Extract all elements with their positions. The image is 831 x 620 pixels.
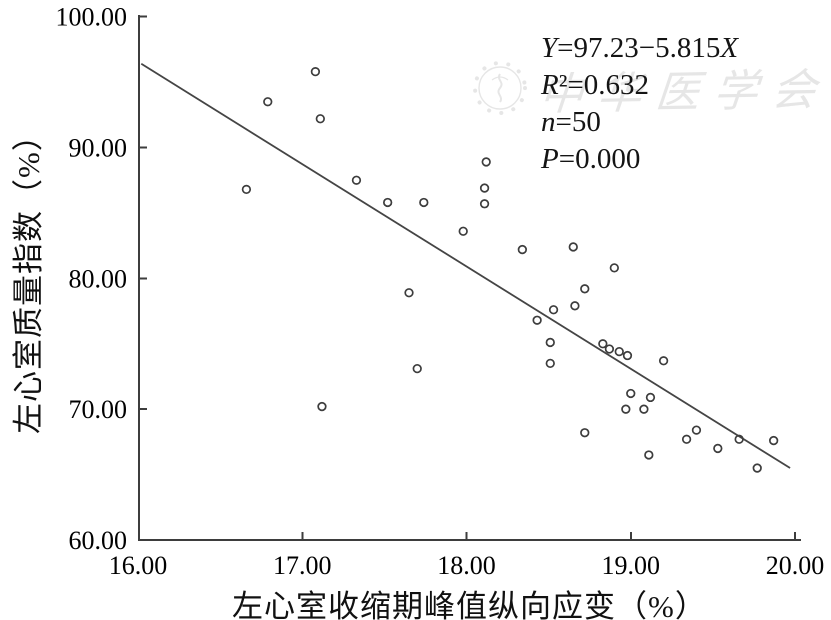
data-point (479, 199, 490, 209)
data-point (241, 184, 252, 195)
data-point (713, 443, 723, 454)
data-point (621, 404, 631, 414)
data-point (691, 425, 702, 435)
x-tick-label: 16.00 (109, 551, 168, 580)
y-tick-label: 100.00 (56, 3, 128, 32)
data-point (645, 392, 656, 403)
data-point (310, 66, 321, 77)
data-point (622, 350, 633, 361)
data-point (580, 284, 590, 294)
data-point (752, 463, 762, 473)
data-point (626, 388, 636, 399)
data-point (580, 428, 590, 438)
annotation-line: n=50 (541, 106, 601, 138)
x-tick-label: 18.00 (437, 551, 496, 580)
data-point (604, 344, 615, 354)
y-tick-label: 70.00 (69, 395, 128, 424)
data-point (639, 404, 649, 414)
y-tick-label: 60.00 (69, 526, 128, 555)
data-point (351, 175, 362, 185)
data-point (404, 288, 414, 298)
regression-annotation: Y=97.23−5.815X R²=0.632 n=50 P=0.000 (541, 30, 738, 178)
data-point (614, 346, 624, 357)
x-tick-label: 19.00 (602, 551, 661, 580)
data-point (263, 97, 273, 107)
annotation-line: Y=97.23−5.815X (541, 32, 739, 64)
y-axis-title: 左心室质量指数（%） (11, 119, 46, 434)
data-point (383, 197, 393, 208)
data-point (598, 339, 608, 349)
data-point (315, 114, 325, 124)
data-point (768, 435, 779, 446)
annotation-line: P=0.000 (541, 143, 641, 175)
x-tick-label: 17.00 (273, 551, 332, 580)
data-point (609, 263, 619, 273)
data-point (481, 157, 491, 167)
data-point (681, 434, 692, 444)
data-point (517, 244, 527, 255)
data-point (548, 305, 559, 315)
y-tick-label: 80.00 (69, 264, 128, 293)
data-point (458, 226, 468, 236)
data-point (479, 183, 490, 193)
x-tick-label: 20.00 (766, 551, 825, 580)
data-point (644, 450, 654, 460)
data-point (568, 242, 578, 252)
x-axis-title: 左心室收缩期峰值纵向应变（%） (232, 589, 707, 620)
data-point (419, 197, 429, 208)
data-point (545, 337, 555, 348)
data-point (317, 401, 327, 412)
data-point (532, 315, 542, 325)
data-point (734, 434, 744, 444)
annotation-line: R²=0.632 (541, 69, 650, 101)
data-point (545, 358, 555, 369)
y-tick-label: 90.00 (69, 134, 128, 163)
data-point (570, 301, 580, 311)
regression-line (140, 63, 791, 469)
data-point (658, 356, 669, 366)
data-point (412, 363, 422, 374)
